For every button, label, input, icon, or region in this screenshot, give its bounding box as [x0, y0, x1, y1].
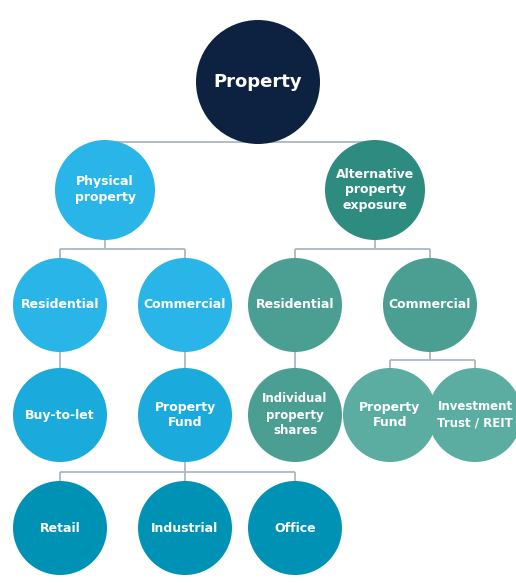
Text: Alternative
property
exposure: Alternative property exposure: [336, 167, 414, 212]
Circle shape: [343, 368, 437, 462]
Circle shape: [138, 368, 232, 462]
Text: Commercial: Commercial: [389, 298, 471, 311]
Circle shape: [196, 20, 320, 144]
Text: Retail: Retail: [40, 522, 80, 535]
Circle shape: [13, 481, 107, 575]
Text: Property: Property: [214, 73, 302, 91]
Text: Office: Office: [274, 522, 316, 535]
Text: Industrial: Industrial: [151, 522, 219, 535]
Circle shape: [13, 258, 107, 352]
Circle shape: [13, 368, 107, 462]
Circle shape: [428, 368, 516, 462]
Text: Property
Fund: Property Fund: [154, 401, 216, 430]
Circle shape: [138, 481, 232, 575]
Circle shape: [325, 140, 425, 240]
Circle shape: [248, 258, 342, 352]
Text: Investment
Trust / REIT: Investment Trust / REIT: [437, 401, 513, 430]
Text: Property
Fund: Property Fund: [359, 401, 421, 430]
Text: Buy-to-let: Buy-to-let: [25, 409, 95, 422]
Text: Residential: Residential: [256, 298, 334, 311]
Circle shape: [55, 140, 155, 240]
Text: Residential: Residential: [21, 298, 99, 311]
Text: Commercial: Commercial: [144, 298, 226, 311]
Text: Individual
property
shares: Individual property shares: [262, 392, 328, 437]
Circle shape: [383, 258, 477, 352]
Text: Physical
property: Physical property: [74, 175, 136, 205]
Circle shape: [138, 258, 232, 352]
Circle shape: [248, 481, 342, 575]
Circle shape: [248, 368, 342, 462]
